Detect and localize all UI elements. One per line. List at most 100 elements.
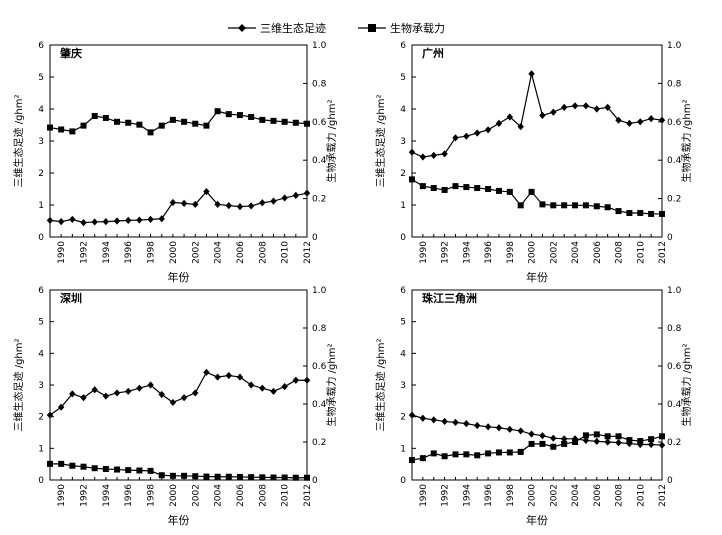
y-left-tick-label: 1	[38, 201, 44, 211]
y-right-tick-label: 0.2	[312, 438, 326, 448]
footprint-point	[517, 427, 524, 435]
y-left-tick-label: 4	[400, 349, 406, 359]
capacity-point	[281, 474, 288, 481]
x-tick-label: 2012	[658, 484, 668, 507]
footprint-point	[180, 394, 188, 402]
capacity-point	[626, 437, 633, 444]
capacity-point	[80, 463, 87, 470]
footprint-point	[626, 119, 633, 127]
capacity-point	[561, 202, 568, 209]
y-right-tick-label: 0	[667, 233, 673, 243]
x-tick-label: 2006	[593, 484, 603, 507]
footprint-point	[615, 116, 622, 124]
footprint-point	[292, 376, 300, 384]
footprint-point	[474, 421, 481, 430]
footprint-series-line	[411, 414, 663, 446]
x-axis-label: 年份	[168, 270, 190, 284]
capacity-point	[517, 202, 524, 209]
y-left-tick-label: 3	[38, 137, 44, 147]
x-tick-label: 1992	[80, 241, 90, 264]
footprint-point	[528, 70, 535, 78]
footprint-point	[560, 103, 568, 111]
capacity-point	[58, 126, 65, 133]
y-right-tick-label: 0.2	[312, 195, 326, 205]
footprint-point	[192, 200, 199, 208]
footprint-point	[192, 389, 199, 397]
footprint-point	[582, 102, 590, 110]
footprint-point	[69, 215, 76, 223]
x-tick-label: 1994	[102, 241, 112, 264]
capacity-point	[430, 450, 437, 457]
y-right-tick-label: 0.4	[312, 156, 327, 166]
capacity-point	[615, 208, 622, 215]
y-right-tick-label: 0.2	[667, 438, 681, 448]
footprint-point	[113, 217, 121, 225]
y-left-tick-label: 1	[400, 201, 406, 211]
y-right-tick-label: 1.0	[312, 41, 327, 51]
y-right-tick-label: 0.8	[667, 324, 682, 334]
y-right-tick-label: 0.8	[312, 324, 327, 334]
capacity-point	[69, 128, 76, 135]
y-right-tick-label: 0.6	[667, 118, 682, 128]
y-right-tick-label: 0	[312, 476, 318, 486]
footprint-point	[125, 216, 132, 224]
capacity-point	[463, 184, 470, 191]
footprint-point	[169, 198, 177, 207]
y-right-axis-label: 生物承载力 /ghm²	[680, 344, 693, 427]
x-tick-label: 2012	[303, 241, 313, 264]
footprint-point	[441, 150, 448, 158]
x-tick-label: 1998	[506, 241, 516, 264]
capacity-point	[114, 466, 121, 473]
panel-title: 深圳	[60, 291, 82, 305]
capacity-point	[225, 111, 232, 118]
x-tick-label: 2000	[169, 484, 179, 507]
x-tick-label: 2004	[571, 484, 581, 507]
x-tick-label: 2004	[214, 484, 224, 507]
capacity-point	[270, 474, 277, 481]
capacity-point	[648, 436, 655, 443]
y-left-tick-label: 1	[400, 444, 406, 454]
capacity-point	[550, 443, 557, 450]
footprint-point	[214, 373, 221, 381]
plot-frame	[411, 44, 663, 238]
footprint-point	[484, 126, 492, 134]
x-tick-label: 2012	[303, 484, 313, 507]
footprint-point	[495, 119, 503, 127]
footprint-point	[270, 197, 277, 205]
footprint-point	[259, 199, 266, 207]
y-left-tick-label: 5	[400, 318, 406, 328]
footprint-point	[57, 218, 65, 226]
x-axis-label: 年份	[526, 270, 548, 284]
x-tick-label: 2002	[191, 241, 201, 264]
x-tick-label: 2006	[236, 484, 246, 507]
x-tick-label: 1998	[506, 484, 516, 507]
footprint-point	[102, 392, 110, 400]
x-tick-label: 1992	[441, 484, 451, 507]
capacity-point	[582, 202, 589, 209]
y-left-tick-label: 6	[400, 286, 406, 296]
footprint-point	[91, 218, 98, 226]
capacity-point	[561, 440, 568, 447]
y-left-tick-label: 0	[38, 476, 44, 486]
y-left-axis-label: 三维生态足迹 /ghm²	[12, 95, 25, 188]
capacity-point	[495, 449, 502, 456]
capacity-point	[136, 121, 143, 128]
capacity-point	[441, 186, 448, 193]
footprint-series-line	[49, 371, 307, 416]
footprint-point	[441, 417, 448, 426]
footprint-point	[169, 398, 177, 407]
footprint-point	[658, 441, 666, 449]
capacity-point	[463, 451, 470, 458]
panel-title: 肇庆	[59, 46, 82, 60]
capacity-point	[659, 433, 665, 440]
y-left-tick-label: 5	[400, 73, 406, 83]
y-left-tick-label: 6	[400, 41, 406, 51]
footprint-point	[247, 381, 255, 389]
capacity-point	[304, 474, 310, 481]
x-tick-label: 1996	[124, 241, 134, 264]
capacity-point	[452, 451, 459, 458]
y-left-tick-label: 0	[400, 233, 406, 243]
footprint-point	[147, 215, 154, 223]
capacity-point	[582, 432, 589, 439]
legend-capacity-marker	[368, 24, 376, 32]
